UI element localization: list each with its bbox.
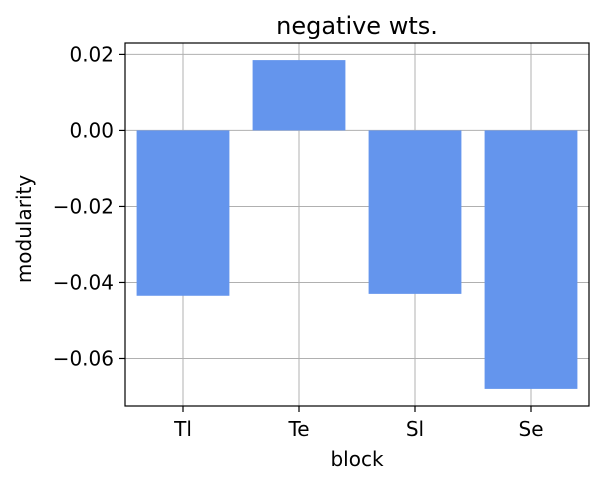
x-tick-label: Tl [173, 417, 192, 441]
y-axis-ticks: 0.02 0.00 −0.02 −0.04 −0.06 [53, 42, 125, 370]
x-axis-label: block [330, 447, 383, 471]
plot-frame [124, 42, 590, 407]
bar-tl [136, 130, 230, 296]
y-axis-label: modularity [12, 175, 36, 284]
x-axis-ticks: Tl Te Sl Se [173, 406, 544, 441]
y-tick-label: −0.04 [53, 270, 114, 294]
y-tick-label: −0.02 [53, 194, 114, 218]
bar-te [252, 60, 346, 131]
bar-sl [368, 130, 462, 294]
x-tick-label: Te [287, 417, 309, 441]
y-tick-label: 0.00 [69, 118, 114, 142]
bar-se [484, 130, 578, 389]
y-tick-label: −0.06 [53, 346, 114, 370]
x-tick-label: Se [519, 417, 544, 441]
y-tick-label: 0.02 [69, 42, 114, 66]
chart-title: negative wts. [276, 12, 438, 40]
x-tick-label: Sl [406, 417, 424, 441]
bars-group [136, 60, 578, 389]
